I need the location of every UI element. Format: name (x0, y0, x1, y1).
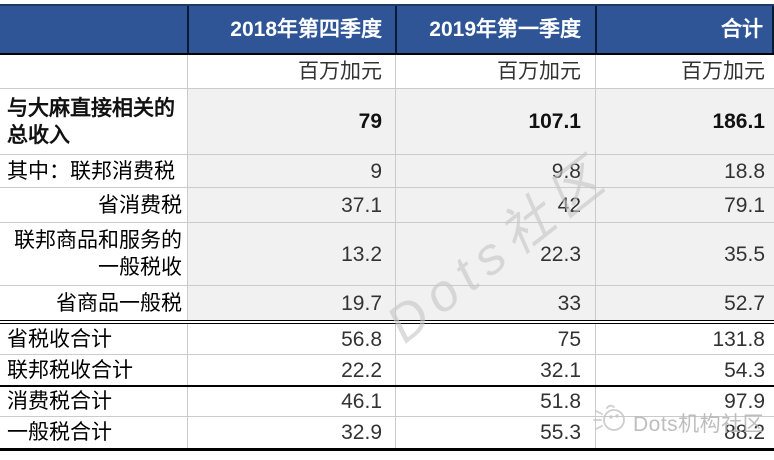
value-cell: 19.7 (187, 286, 395, 320)
revenue-table: 2018年第四季度 2019年第一季度 合计 百万加元 百万加元 百万加元 与大… (0, 4, 774, 451)
row-label: 与大麻直接相关的 总收入 (7, 96, 175, 147)
value-cell: 32.1 (395, 355, 595, 385)
column-header-2019q1: 2019年第一季度 (395, 6, 595, 53)
table-row-federal-excise: 其中：联邦消费税 9 9.8 18.8 (0, 154, 774, 187)
table-row-provincial-goods-tax: 省商品一般税 19.7 33 52.7 (0, 285, 774, 320)
value-cell: 22.2 (187, 355, 395, 385)
value-cell: 79 (187, 89, 395, 154)
unit-cell: 百万加元 (395, 55, 595, 88)
value-cell: 51.8 (395, 387, 595, 416)
value-cell: 9.8 (395, 155, 595, 187)
value-cell: 9 (187, 155, 395, 187)
row-label: 省商品一般税 (56, 291, 182, 315)
row-label: 省消费税 (98, 193, 182, 217)
row-label: 一般税合计 (7, 421, 112, 444)
value-cell: 46.1 (187, 387, 395, 416)
value-cell: 186.1 (595, 89, 774, 154)
value-cell: 13.2 (187, 223, 395, 285)
row-label: 联邦商品和服务的 一般税收 (14, 229, 182, 279)
double-rule-divider (0, 320, 774, 324)
value-cell: 37.1 (187, 188, 395, 222)
value-cell: 88.2 (595, 417, 774, 448)
value-cell: 97.9 (595, 387, 774, 416)
column-header-total: 合计 (595, 6, 774, 53)
row-label: 消费税合计 (7, 390, 112, 413)
unit-row: 百万加元 百万加元 百万加元 (0, 55, 774, 88)
table-row-provincial-excise: 省消费税 37.1 42 79.1 (0, 187, 774, 222)
unit-cell: 百万加元 (595, 55, 774, 88)
value-cell: 52.7 (595, 286, 774, 320)
unit-cell: 百万加元 (187, 55, 395, 88)
value-cell: 18.8 (595, 155, 774, 187)
value-cell: 35.5 (595, 223, 774, 285)
table-row-excise-total: 消费税合计 46.1 51.8 97.9 (0, 385, 774, 416)
value-cell: 55.3 (395, 417, 595, 448)
column-header-2018q4: 2018年第四季度 (187, 6, 395, 53)
value-cell: 22.3 (395, 223, 595, 285)
table-row-federal-total: 联邦税收合计 22.2 32.1 54.3 (0, 354, 774, 385)
table-row-total-revenue: 与大麻直接相关的 总收入 79 107.1 186.1 (0, 88, 774, 154)
row-label: 其中：联邦消费税 (7, 159, 175, 183)
value-cell: 54.3 (595, 355, 774, 385)
header-blank-cell (0, 6, 187, 53)
table-row-federal-gst: 联邦商品和服务的 一般税收 13.2 22.3 35.5 (0, 222, 774, 285)
value-cell: 32.9 (187, 417, 395, 448)
value-cell: 33 (395, 286, 595, 320)
row-label: 省税收合计 (7, 327, 112, 351)
value-cell: 79.1 (595, 188, 774, 222)
value-cell: 107.1 (395, 89, 595, 154)
table-row-provincial-total: 省税收合计 56.8 75 131.8 (0, 324, 774, 354)
table-row-general-tax-total: 一般税合计 32.9 55.3 88.2 (0, 416, 774, 448)
value-cell: 42 (395, 188, 595, 222)
table-header-row: 2018年第四季度 2019年第一季度 合计 (0, 6, 774, 55)
value-cell: 75 (395, 324, 595, 354)
value-cell: 131.8 (595, 324, 774, 354)
value-cell: 56.8 (187, 324, 395, 354)
unit-blank-cell (0, 55, 187, 88)
row-label: 联邦税收合计 (7, 358, 133, 382)
